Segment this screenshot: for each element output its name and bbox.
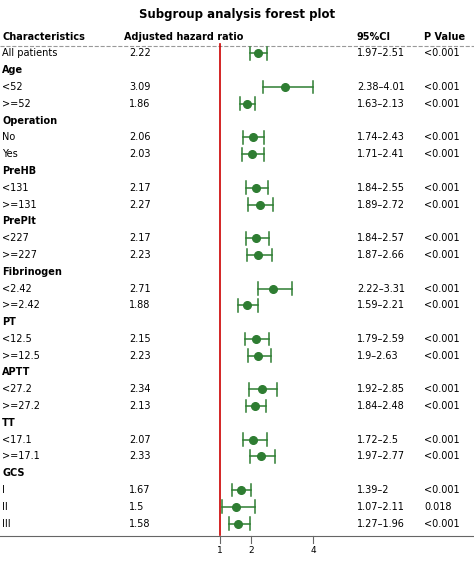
Text: <0.001: <0.001 [424, 233, 460, 243]
Text: >=17.1: >=17.1 [2, 452, 40, 462]
Text: 1.5: 1.5 [129, 502, 144, 512]
Text: <17.1: <17.1 [2, 435, 32, 445]
Text: 2.71: 2.71 [129, 284, 151, 293]
Text: Yes: Yes [2, 149, 18, 159]
Text: >=131: >=131 [2, 199, 37, 209]
Text: 2.38–4.01: 2.38–4.01 [357, 82, 405, 92]
Text: 2.06: 2.06 [129, 132, 150, 142]
Text: GCS: GCS [2, 468, 25, 478]
Text: Adjusted hazard ratio: Adjusted hazard ratio [124, 32, 244, 42]
Text: <0.001: <0.001 [424, 183, 460, 193]
Text: 2.23: 2.23 [129, 250, 151, 260]
Text: 1.07–2.11: 1.07–2.11 [357, 502, 405, 512]
Text: <227: <227 [2, 233, 29, 243]
Text: >=52: >=52 [2, 99, 31, 109]
Text: >=27.2: >=27.2 [2, 401, 40, 411]
Text: 2.34: 2.34 [129, 385, 150, 394]
Text: 2.27: 2.27 [129, 199, 151, 209]
Text: 3.09: 3.09 [129, 82, 150, 92]
Text: <0.001: <0.001 [424, 82, 460, 92]
Text: <0.001: <0.001 [424, 519, 460, 529]
Text: 1.86: 1.86 [129, 99, 150, 109]
Text: PreHB: PreHB [2, 166, 36, 176]
Text: <0.001: <0.001 [424, 199, 460, 209]
Text: 1.87–2.66: 1.87–2.66 [357, 250, 405, 260]
Text: PT: PT [2, 317, 16, 327]
Text: 2.22–3.31: 2.22–3.31 [357, 284, 405, 293]
Text: <0.001: <0.001 [424, 334, 460, 344]
Text: <0.001: <0.001 [424, 401, 460, 411]
Text: <0.001: <0.001 [424, 452, 460, 462]
Text: 1: 1 [218, 546, 223, 555]
Text: 2.15: 2.15 [129, 334, 151, 344]
Text: 1.84–2.57: 1.84–2.57 [357, 233, 405, 243]
Text: <131: <131 [2, 183, 29, 193]
Text: 2.17: 2.17 [129, 233, 151, 243]
Text: 1.67: 1.67 [129, 485, 150, 495]
Text: 2.13: 2.13 [129, 401, 150, 411]
Text: 1.97–2.51: 1.97–2.51 [357, 48, 405, 59]
Text: Characteristics: Characteristics [2, 32, 85, 42]
Text: <0.001: <0.001 [424, 48, 460, 59]
Text: 1.84–2.55: 1.84–2.55 [357, 183, 405, 193]
Text: 1.74–2.43: 1.74–2.43 [357, 132, 405, 142]
Text: 1.71–2.41: 1.71–2.41 [357, 149, 405, 159]
Text: PrePlt: PrePlt [2, 216, 36, 226]
Text: <2.42: <2.42 [2, 284, 32, 293]
Text: 2: 2 [248, 546, 254, 555]
Text: TT: TT [2, 418, 16, 428]
Text: 1.63–2.13: 1.63–2.13 [357, 99, 405, 109]
Text: 1.39–2: 1.39–2 [357, 485, 390, 495]
Text: <0.001: <0.001 [424, 435, 460, 445]
Text: 2.07: 2.07 [129, 435, 151, 445]
Text: 2.33: 2.33 [129, 452, 150, 462]
Text: APTT: APTT [2, 368, 31, 377]
Text: 4: 4 [310, 546, 316, 555]
Text: Age: Age [2, 65, 24, 75]
Text: <0.001: <0.001 [424, 300, 460, 310]
Text: 1.72–2.5: 1.72–2.5 [357, 435, 399, 445]
Text: Operation: Operation [2, 115, 57, 126]
Text: <0.001: <0.001 [424, 99, 460, 109]
Text: >=227: >=227 [2, 250, 37, 260]
Text: 1.97–2.77: 1.97–2.77 [357, 452, 405, 462]
Text: <0.001: <0.001 [424, 250, 460, 260]
Text: <27.2: <27.2 [2, 385, 32, 394]
Text: II: II [2, 502, 8, 512]
Text: <0.001: <0.001 [424, 351, 460, 361]
Text: <0.001: <0.001 [424, 132, 460, 142]
Text: I: I [2, 485, 5, 495]
Text: 95%CI: 95%CI [357, 32, 391, 42]
Text: 2.17: 2.17 [129, 183, 151, 193]
Text: <52: <52 [2, 82, 23, 92]
Text: <12.5: <12.5 [2, 334, 32, 344]
Text: 1.9–2.63: 1.9–2.63 [357, 351, 399, 361]
Text: >=2.42: >=2.42 [2, 300, 40, 310]
Text: 1.92–2.85: 1.92–2.85 [357, 385, 405, 394]
Text: All patients: All patients [2, 48, 58, 59]
Text: <0.001: <0.001 [424, 284, 460, 293]
Text: 2.22: 2.22 [129, 48, 151, 59]
Text: <0.001: <0.001 [424, 485, 460, 495]
Text: <0.001: <0.001 [424, 149, 460, 159]
Text: 1.79–2.59: 1.79–2.59 [357, 334, 405, 344]
Text: Fibrinogen: Fibrinogen [2, 267, 62, 277]
Text: 1.88: 1.88 [129, 300, 150, 310]
Text: 2.03: 2.03 [129, 149, 150, 159]
Text: No: No [2, 132, 16, 142]
Text: <0.001: <0.001 [424, 385, 460, 394]
Text: P Value: P Value [424, 32, 465, 42]
Text: Subgroup analysis forest plot: Subgroup analysis forest plot [139, 7, 335, 21]
Text: 1.58: 1.58 [129, 519, 150, 529]
Text: 1.89–2.72: 1.89–2.72 [357, 199, 405, 209]
Text: 1.84–2.48: 1.84–2.48 [357, 401, 405, 411]
Text: 2.23: 2.23 [129, 351, 151, 361]
Text: 1.27–1.96: 1.27–1.96 [357, 519, 405, 529]
Text: III: III [2, 519, 11, 529]
Text: 0.018: 0.018 [424, 502, 452, 512]
Text: 1.59–2.21: 1.59–2.21 [357, 300, 405, 310]
Text: >=12.5: >=12.5 [2, 351, 40, 361]
